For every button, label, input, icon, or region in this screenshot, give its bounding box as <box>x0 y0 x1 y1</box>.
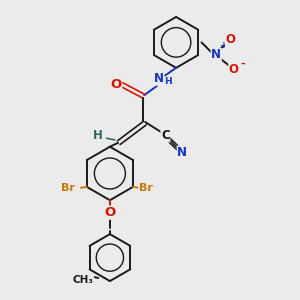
Text: N: N <box>211 48 221 61</box>
Text: O: O <box>104 206 116 219</box>
Text: H: H <box>93 129 103 142</box>
Text: Br: Br <box>139 184 153 194</box>
Text: H: H <box>164 77 172 86</box>
Text: Br: Br <box>61 184 74 194</box>
Text: N: N <box>154 72 164 85</box>
Text: N: N <box>177 146 187 159</box>
Text: O: O <box>110 78 122 91</box>
Text: O: O <box>226 33 236 46</box>
Text: -: - <box>241 58 245 68</box>
Text: C: C <box>161 129 170 142</box>
Text: +: + <box>220 41 227 50</box>
Text: O: O <box>229 63 239 76</box>
Text: CH₃: CH₃ <box>73 275 94 285</box>
